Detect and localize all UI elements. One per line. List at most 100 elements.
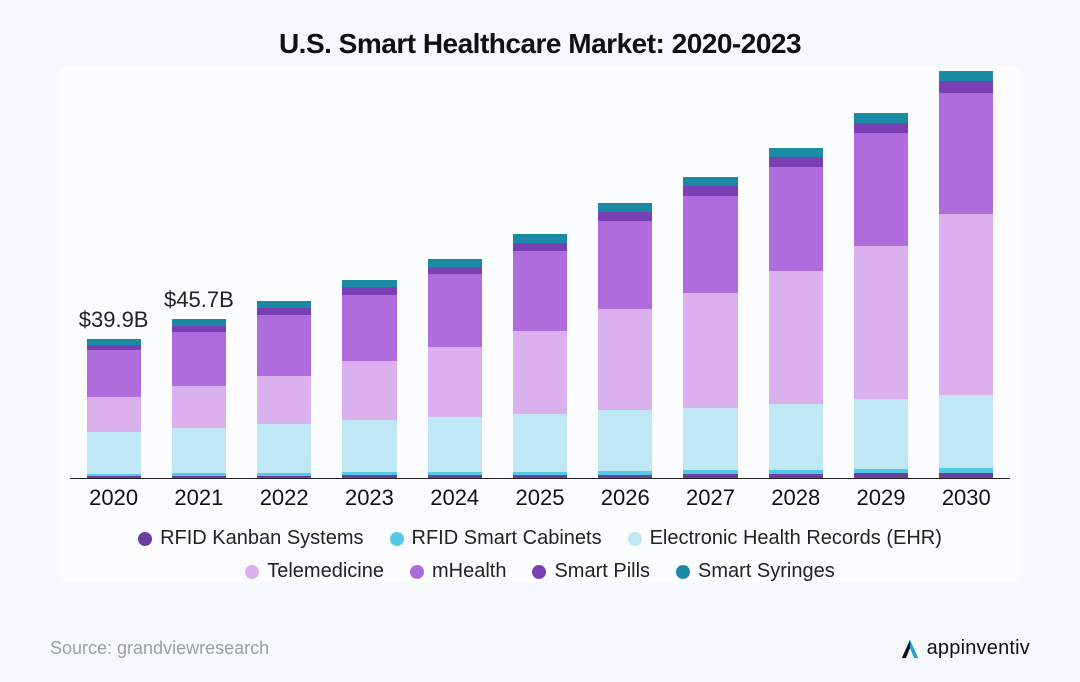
chart-bar-column: $45.7B [161, 319, 236, 478]
bar-segment-ehr [769, 404, 823, 470]
chart-x-axis: 2020 2021 2022 2023 2024 2025 2026 2027 2028 2029… [70, 478, 1010, 511]
chart-bar-column: $39.9B [76, 339, 151, 478]
stacked-bar [598, 203, 652, 478]
bar-segment-telemedicine [342, 361, 396, 420]
brand-icon [899, 638, 921, 660]
bar-segment-smart_syringes [598, 203, 652, 212]
chart-title: U.S. Smart Healthcare Market: 2020-2023 [50, 28, 1030, 60]
bar-segment-rfid_kanban [854, 473, 908, 478]
bar-segment-telemedicine [769, 271, 823, 403]
bar-segment-telemedicine [939, 214, 993, 395]
bar-segment-smart_syringes [769, 148, 823, 157]
bar-segment-ehr [939, 395, 993, 468]
bar-segment-rfid_kanban [342, 475, 396, 478]
legend-label: Smart Syringes [698, 560, 835, 583]
bar-segment-mhealth [342, 295, 396, 361]
stacked-bar [939, 71, 993, 478]
chart-bar-column [843, 113, 918, 478]
bar-segment-smart_pills [769, 157, 823, 167]
bar-segment-smart_pills [598, 212, 652, 221]
bar-segment-telemedicine [172, 386, 226, 428]
x-axis-tick: 2021 [161, 479, 236, 511]
x-axis-tick: 2028 [758, 479, 833, 511]
legend-item: Telemedicine [245, 560, 384, 583]
chart-legend: RFID Kanban SystemsRFID Smart CabinetsEl… [130, 527, 950, 583]
chart-bar-column [247, 301, 322, 478]
bar-segment-ehr [342, 420, 396, 472]
bar-segment-ehr [598, 410, 652, 471]
legend-label: mHealth [432, 560, 506, 583]
stacked-bar [87, 339, 141, 478]
chart-bar-column [417, 259, 492, 478]
bar-segment-telemedicine [598, 309, 652, 410]
stacked-bar [342, 280, 396, 478]
bar-segment-smart_syringes [939, 71, 993, 81]
chart-bar-column [673, 177, 748, 478]
bar-segment-rfid_kanban [428, 475, 482, 478]
bar-segment-ehr [513, 414, 567, 471]
x-axis-tick: 2022 [247, 479, 322, 511]
bar-segment-smart_pills [342, 287, 396, 295]
chart-bar-column [758, 148, 833, 478]
chart-plot-area: $39.9B$45.7B [70, 78, 1010, 478]
bar-segment-telemedicine [257, 376, 311, 425]
x-axis-tick: 2026 [588, 479, 663, 511]
brand-logo: appinventiv [899, 637, 1030, 660]
bar-segment-ehr [428, 417, 482, 473]
legend-item: mHealth [410, 560, 506, 583]
bar-segment-smart_pills [257, 308, 311, 315]
bar-segment-mhealth [854, 133, 908, 246]
bar-segment-rfid_kanban [598, 475, 652, 478]
x-axis-tick: 2029 [843, 479, 918, 511]
x-axis-tick: 2025 [502, 479, 577, 511]
bar-segment-mhealth [939, 93, 993, 215]
bar-segment-rfid_kanban [939, 473, 993, 478]
stacked-bar [513, 234, 567, 478]
bar-segment-smart_pills [513, 243, 567, 251]
chart-bar-column [929, 71, 1004, 478]
bar-segment-mhealth [172, 332, 226, 386]
brand-name: appinventiv [927, 637, 1030, 660]
stacked-bar [683, 177, 737, 478]
x-axis-tick: 2023 [332, 479, 407, 511]
bar-segment-telemedicine [683, 293, 737, 408]
legend-swatch [532, 565, 546, 579]
x-axis-tick: 2030 [929, 479, 1004, 511]
bar-segment-ehr [683, 408, 737, 471]
bar-segment-smart_pills [428, 267, 482, 275]
bar-segment-smart_syringes [342, 280, 396, 287]
bar-segment-telemedicine [87, 397, 141, 432]
bar-segment-rfid_kanban [769, 474, 823, 478]
stacked-bar [257, 301, 311, 478]
legend-swatch [138, 532, 152, 546]
bar-segment-mhealth [428, 274, 482, 347]
legend-label: Electronic Health Records (EHR) [650, 527, 942, 550]
bar-segment-smart_syringes [683, 177, 737, 186]
legend-label: Smart Pills [554, 560, 650, 583]
legend-swatch [245, 565, 259, 579]
bar-value-label: $39.9B [79, 307, 149, 333]
bar-segment-telemedicine [513, 331, 567, 414]
stacked-bar [854, 113, 908, 478]
bar-segment-rfid_kanban [172, 476, 226, 478]
bar-segment-ehr [87, 432, 141, 474]
bar-segment-telemedicine [428, 347, 482, 417]
legend-item: Smart Syringes [676, 560, 835, 583]
x-axis-tick: 2027 [673, 479, 748, 511]
bar-segment-smart_syringes [854, 113, 908, 123]
legend-swatch [410, 565, 424, 579]
x-axis-tick: 2020 [76, 479, 151, 511]
bar-segment-ehr [172, 428, 226, 473]
chart-container: $39.9B$45.7B 202020212022202320242025202… [60, 66, 1020, 583]
bar-segment-ehr [854, 399, 908, 469]
bar-segment-rfid_kanban [513, 475, 567, 478]
bar-segment-smart_syringes [513, 234, 567, 242]
bar-value-label: $45.7B [164, 287, 234, 313]
x-axis-tick: 2024 [417, 479, 492, 511]
bar-segment-smart_pills [683, 186, 737, 195]
bar-segment-smart_syringes [257, 301, 311, 308]
legend-swatch [628, 532, 642, 546]
bar-segment-rfid_kanban [257, 476, 311, 478]
bar-segment-mhealth [769, 167, 823, 271]
footer: Source: grandviewresearch appinventiv [50, 637, 1030, 660]
